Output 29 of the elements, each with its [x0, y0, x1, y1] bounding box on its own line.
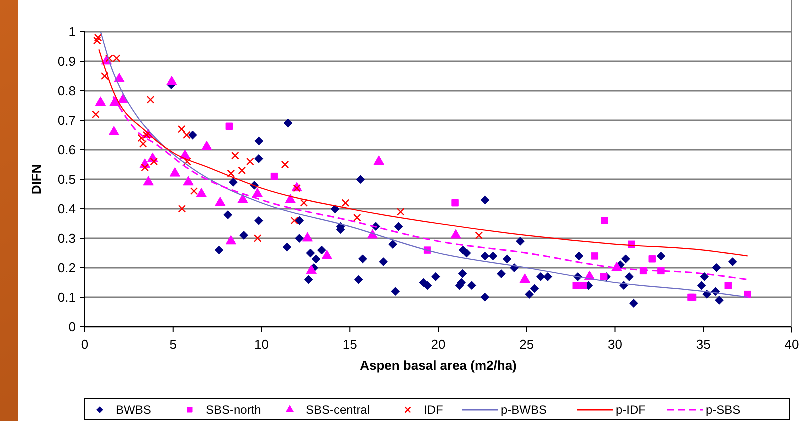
legend-label: BWBS: [116, 403, 152, 418]
y-tick-label: 0.7: [58, 113, 76, 128]
x-tick-label: 40: [784, 337, 799, 352]
legend-label: p-BWBS: [501, 403, 548, 418]
x-tick-label: 15: [342, 337, 358, 352]
x-tick-label: 25: [520, 337, 534, 352]
x-tick-label: 10: [254, 337, 269, 352]
legend-label: SBS-north: [206, 403, 262, 418]
legend-label: p-SBS: [706, 403, 741, 418]
x-axis-title: Aspen basal area (m2/ha): [360, 358, 517, 373]
legend-label: SBS-central: [306, 403, 370, 418]
y-tick-label: 0: [68, 320, 76, 335]
legend-label: p-IDF: [616, 403, 646, 418]
y-tick-label: 0.8: [58, 84, 76, 99]
y-tick-label: 0.5: [58, 172, 76, 188]
y-tick-label: 0.2: [58, 260, 76, 276]
y-tick-label: 0.6: [58, 142, 76, 158]
y-tick-label: 0.9: [58, 54, 76, 70]
y-tick-label: 1: [68, 24, 76, 40]
y-tick-label: 0.1: [58, 290, 76, 306]
x-tick-label: 5: [170, 337, 177, 352]
x-tick-label: 30: [608, 337, 622, 352]
x-tick-label: 0: [81, 337, 89, 352]
legend-label: IDF: [424, 403, 444, 418]
y-tick-label: 0.4: [58, 202, 76, 217]
x-tick-label: 35: [696, 337, 711, 352]
x-tick-label: 20: [431, 337, 446, 352]
y-axis-title: DIFN: [29, 164, 44, 195]
y-tick-label: 0.3: [58, 231, 76, 246]
